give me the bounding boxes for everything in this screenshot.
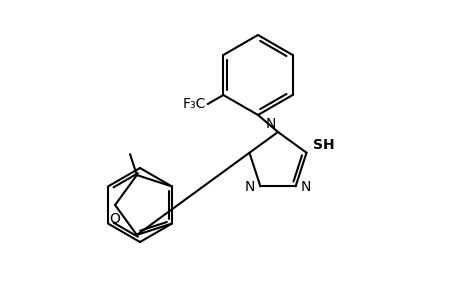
Text: N: N bbox=[300, 180, 310, 194]
Text: F₃C: F₃C bbox=[182, 97, 205, 111]
Text: O: O bbox=[109, 212, 120, 226]
Text: N: N bbox=[265, 117, 275, 131]
Text: N: N bbox=[245, 180, 255, 194]
Text: SH: SH bbox=[312, 138, 333, 152]
